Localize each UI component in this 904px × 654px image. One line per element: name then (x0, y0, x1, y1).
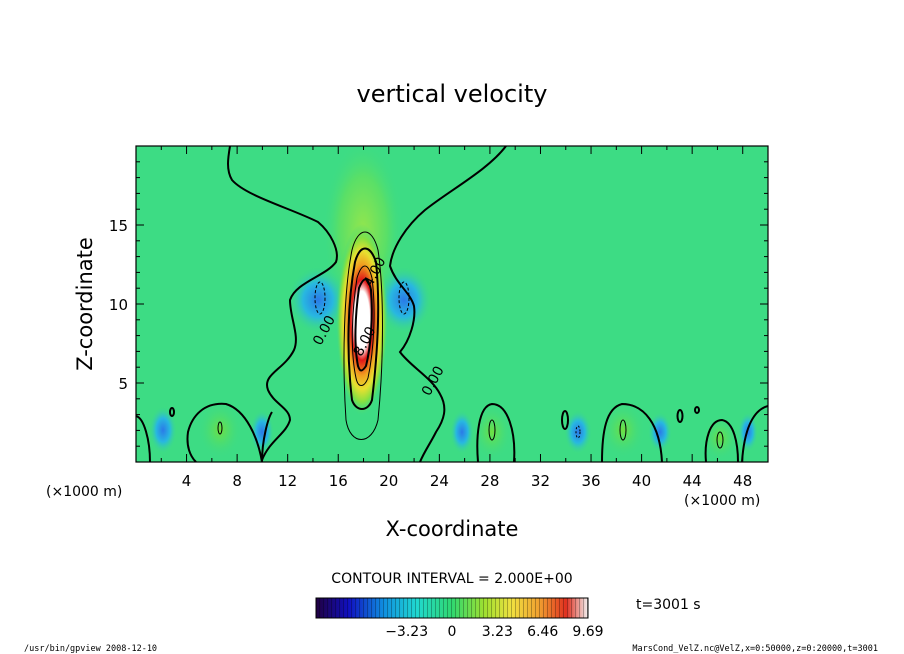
x-tick-label: 8 (232, 472, 242, 490)
chart-title: vertical velocity (357, 80, 548, 108)
x-tick-label: 20 (379, 472, 398, 490)
time-label: t=3001 s (636, 597, 701, 613)
y-axis-label: Z-coordinate (73, 237, 97, 371)
x-tick-label: 36 (581, 472, 600, 490)
footer-right: MarsCond_VelZ.nc@VelZ,x=0:50000,z=0:2000… (632, 644, 878, 654)
x-unit-label: (×1000 m) (684, 493, 760, 509)
y-tick-label: 10 (109, 296, 128, 314)
x-tick-label: 44 (683, 472, 702, 490)
x-tick-label: 40 (632, 472, 651, 490)
x-axis-label: X-coordinate (386, 517, 519, 541)
footer-left: /usr/bin/gpview 2008-12-10 (24, 644, 157, 654)
plot-background (136, 146, 768, 462)
x-tick-label: 24 (430, 472, 449, 490)
colorbar-tick-label: 6.46 (527, 624, 558, 640)
y-axis-ticks: 5 10 15 (109, 161, 768, 447)
downdraft-left (288, 266, 348, 334)
x-axis-ticks: 4 8 12 16 20 24 28 32 36 40 44 48 (160, 146, 752, 490)
y-tick-label: 15 (109, 217, 128, 235)
y-tick-label: 5 (118, 375, 128, 393)
contour-interval: CONTOUR INTERVAL = 2.000E+00 (331, 571, 572, 587)
x-tick-label: 16 (329, 472, 348, 490)
x-tick-label: 48 (733, 472, 752, 490)
y-unit-label: (×1000 m) (46, 484, 122, 500)
colorbar-frame (315, 597, 589, 619)
x-tick-label: 12 (278, 472, 297, 490)
colorbar: −3.23 0 3.23 6.46 9.69 (315, 597, 604, 640)
contour-lines (136, 146, 768, 462)
colorbar-tick-label: 9.69 (572, 624, 603, 640)
colorbar-tick-label: 0 (448, 624, 457, 640)
x-tick-label: 28 (480, 472, 499, 490)
x-tick-label: 4 (182, 472, 192, 490)
x-tick-label: 32 (531, 472, 550, 490)
plot-area: 4.000.00 8.000.00 (136, 146, 768, 462)
colorbar-ticks: −3.23 0 3.23 6.46 9.69 (385, 624, 603, 640)
downdraft-right (376, 266, 432, 334)
colorbar-tick-label: −3.23 (385, 624, 428, 640)
colorbar-bands (316, 598, 588, 618)
colorbar-tick-label: 3.23 (482, 624, 513, 640)
